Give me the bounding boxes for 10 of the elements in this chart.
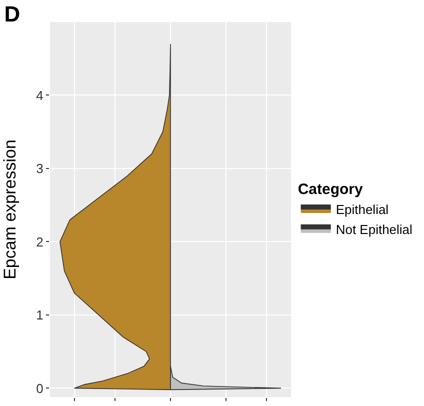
y-tick-label: 0 (36, 380, 44, 396)
chart-title: D (4, 1, 20, 26)
legend-label: Epithelial (336, 202, 389, 218)
legend-title: Category (298, 181, 364, 198)
y-axis-title: Epcam expression (0, 140, 20, 280)
legend-label: Not Epithelial (336, 222, 413, 237)
y-tick-label: 3 (36, 161, 44, 176)
y-tick-label: 4 (36, 88, 44, 103)
y-tick-label: 1 (36, 308, 44, 323)
y-tick-label: 2 (36, 234, 44, 250)
